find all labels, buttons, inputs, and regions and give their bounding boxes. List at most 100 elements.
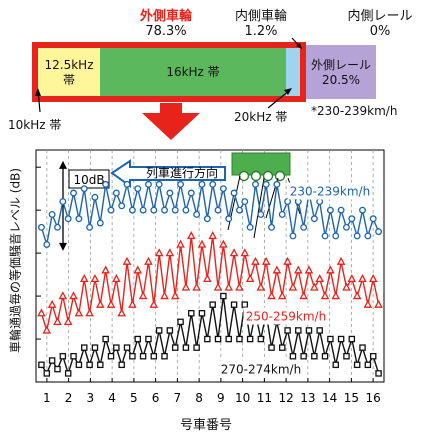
outer-rail-line1: 外側レール [310, 58, 371, 72]
data-point [118, 361, 125, 369]
speed-note: *230-239km/h [311, 104, 398, 118]
x-tick-label: 7 [174, 391, 182, 405]
data-point [277, 291, 287, 300]
data-point [155, 327, 163, 334]
data-point [37, 223, 45, 231]
data-point [363, 299, 373, 308]
data-point [203, 215, 211, 223]
data-point [133, 265, 143, 274]
data-point [80, 344, 88, 351]
outer-wheel-name: 外側車輪 [139, 9, 192, 24]
data-point [343, 223, 350, 231]
data-point [353, 361, 361, 369]
scale-bar-arrow-top [59, 160, 67, 169]
data-point [315, 274, 324, 283]
data-point [166, 189, 174, 197]
data-point [101, 265, 110, 274]
data-point [90, 274, 100, 283]
data-point [348, 335, 356, 343]
band-12-5khz-line2: 帯 [62, 73, 75, 87]
x-tick-label: 2 [65, 391, 73, 405]
data-point [204, 335, 211, 343]
data-point [225, 335, 232, 343]
data-point [97, 361, 104, 369]
data-point [262, 180, 270, 188]
data-point [364, 232, 372, 240]
data-point [352, 291, 362, 300]
data-point [235, 206, 243, 214]
train-wheel-icon [250, 170, 262, 182]
series-line-1 [40, 235, 380, 334]
data-point [256, 282, 266, 291]
band-20khz [286, 48, 300, 96]
data-point [79, 274, 89, 283]
data-point [284, 327, 291, 334]
data-point [240, 248, 250, 257]
data-point [320, 291, 330, 300]
series-line-0 [40, 184, 380, 245]
data-point [375, 228, 383, 236]
data-point [161, 352, 168, 360]
data-point [374, 299, 383, 308]
data-point [337, 206, 345, 214]
data-point [230, 189, 238, 197]
data-point [149, 299, 159, 308]
outer-rail-line2: 20.5% [321, 73, 361, 87]
data-point [54, 223, 61, 231]
data-point [145, 180, 152, 188]
data-point [161, 206, 168, 214]
x-tick-label: 6 [152, 391, 160, 405]
inner-wheel-pct: 1.2% [244, 24, 278, 39]
plot-frame [35, 149, 385, 383]
data-point [257, 335, 265, 343]
data-point [112, 274, 121, 283]
data-point [229, 248, 239, 257]
series-line-2 [40, 295, 380, 376]
data-point [96, 299, 105, 308]
data-point [75, 215, 83, 223]
data-point [375, 370, 382, 377]
data-point [288, 282, 298, 291]
band-16khz-label: 16kHz 帯 [166, 65, 220, 79]
data-point [278, 210, 286, 218]
data-point [80, 185, 88, 193]
data-point [160, 291, 169, 300]
data-point [283, 256, 292, 265]
data-point [369, 352, 377, 360]
data-point [300, 352, 307, 360]
data-point [332, 232, 340, 240]
data-point [316, 327, 323, 334]
data-point [347, 274, 357, 283]
data-point [188, 310, 195, 317]
x-tick-label: 8 [195, 391, 203, 405]
data-point [198, 310, 206, 317]
data-point [369, 215, 377, 223]
data-point [107, 206, 115, 214]
data-point [359, 344, 366, 351]
data-point [139, 352, 147, 360]
band-16khz [100, 48, 286, 96]
x-tick-label: 3 [87, 391, 95, 405]
x-tick-label: 9 [217, 391, 225, 405]
data-point [241, 198, 249, 206]
data-point [106, 299, 116, 308]
data-point [209, 301, 216, 308]
data-point [171, 206, 179, 214]
data-point [235, 282, 244, 291]
data-point [48, 210, 56, 218]
data-point [236, 335, 243, 343]
outer-rail-block [306, 45, 376, 99]
data-point [193, 344, 200, 351]
data-point [197, 239, 207, 248]
data-point [358, 274, 367, 283]
data-point [63, 316, 73, 326]
data-point [245, 274, 255, 283]
data-point [182, 344, 190, 351]
data-point [278, 344, 286, 351]
data-point [59, 352, 67, 360]
data-point [112, 189, 120, 197]
train-wheel-icon [262, 170, 274, 182]
data-point [123, 180, 131, 188]
data-point [129, 352, 136, 360]
